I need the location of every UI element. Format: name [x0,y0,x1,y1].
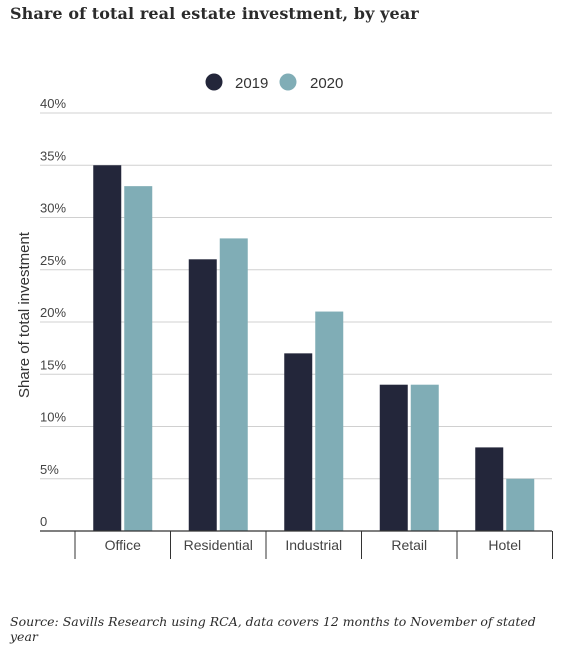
y-tick-label: 15% [40,357,66,372]
bar-office-2020 [124,186,153,531]
legend-swatch [205,73,223,91]
bar-office-2019 [93,165,122,531]
x-tick-label: Retail [391,537,427,553]
bar-retail-2020 [410,384,439,531]
x-tick-label: Office [105,537,142,553]
bar-residential-2020 [219,238,248,531]
y-tick-label: 5% [40,462,59,477]
legend-label: 2020 [310,75,343,92]
y-tick-label: 35% [40,148,66,163]
y-axis-label: Share of total investment [16,231,33,398]
y-tick-label: 20% [40,305,66,320]
y-tick-label: 30% [40,201,66,216]
x-tick-label: Residential [184,537,253,553]
bar-industrial-2020 [315,311,344,531]
x-tick-label: Hotel [488,537,521,553]
bar-residential-2019 [188,259,217,531]
y-tick-label: 0 [40,514,47,529]
x-axis: Office Residential Industrial Retail Hotel [40,530,553,559]
x-tick-label: Industrial [285,537,342,553]
bar-chart: 0 5% 10% 15% 20% 25% 30% 35% 40% Share of total … [16,73,553,559]
legend-swatch [279,73,297,91]
source-footnote: Source: Savills Research using RCA, data… [10,614,536,644]
bar-hotel-2020 [506,478,535,531]
bar-hotel-2019 [475,447,504,531]
chart-title: Share of total real estate investment, b… [10,4,419,23]
y-tick-label: 10% [40,410,66,425]
y-tick-label: 40% [40,96,66,111]
y-tick-label: 25% [40,253,66,268]
y-axis-ticks: 0 5% 10% 15% 20% 25% 30% 35% 40% [40,96,66,529]
bar-industrial-2019 [284,353,313,531]
bars [93,165,535,531]
legend: 2019 2020 [205,73,343,92]
legend-label: 2019 [235,75,268,92]
bar-retail-2019 [379,384,408,531]
